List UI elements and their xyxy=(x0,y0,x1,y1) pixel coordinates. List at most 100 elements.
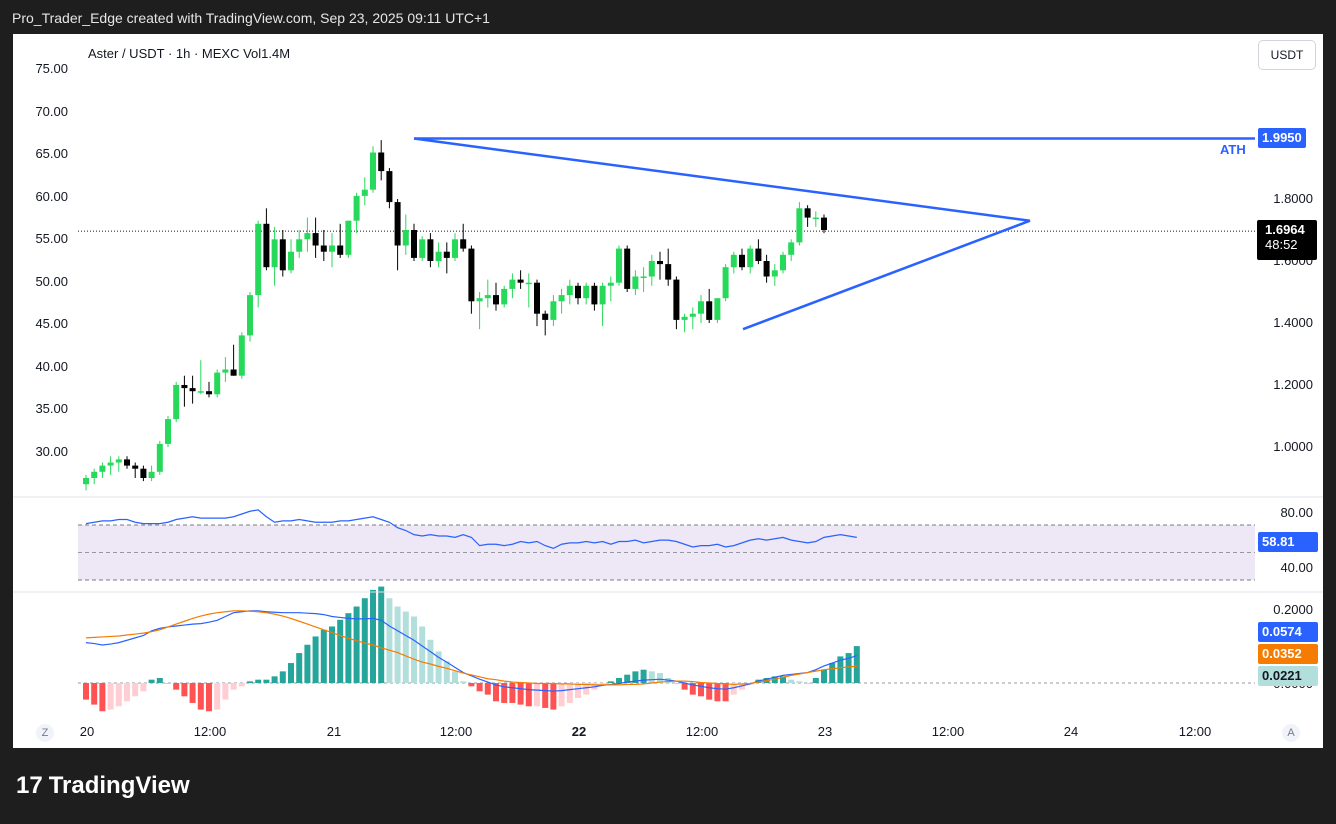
tradingview-wordmark: TradingView xyxy=(48,772,190,799)
macd-histogram-bar xyxy=(689,683,696,695)
candle-body xyxy=(534,282,540,314)
candle-body xyxy=(689,313,696,317)
time-axis-tick: 22 xyxy=(571,724,587,739)
macd-histogram-bar xyxy=(296,653,303,683)
candle-body xyxy=(542,313,549,320)
macd-histogram-bar xyxy=(189,683,196,703)
macd-histogram-bar xyxy=(320,629,327,683)
macd-histogram-bar xyxy=(648,671,655,683)
candle-body xyxy=(156,443,163,472)
macd-histogram-bar xyxy=(845,653,852,683)
candle-body xyxy=(337,245,344,255)
macd-histogram-bar xyxy=(337,619,344,683)
macd-histogram-bar xyxy=(468,683,475,687)
candle-body xyxy=(279,239,286,271)
macd-histogram-bar xyxy=(509,683,516,703)
candle-body xyxy=(730,254,737,268)
candle-body xyxy=(222,369,229,373)
zoom-reset-button[interactable]: Z xyxy=(36,724,54,742)
macd-axis-tick: 0.2000 xyxy=(1273,602,1313,617)
candle-body xyxy=(140,468,147,478)
auto-scale-button[interactable]: A xyxy=(1282,724,1300,742)
macd-histogram-bar xyxy=(148,679,155,683)
candle-body xyxy=(411,230,417,258)
macd-histogram-bar xyxy=(698,683,704,697)
candle-body xyxy=(247,295,253,336)
candle-body xyxy=(443,251,450,258)
macd-histogram-bar xyxy=(271,676,278,683)
candle-body xyxy=(124,459,130,466)
candle-body xyxy=(722,267,729,299)
currency-button[interactable]: USDT xyxy=(1258,40,1316,70)
macd-histogram-bar xyxy=(173,683,180,690)
macd-histogram-bar xyxy=(353,606,360,683)
candle-body xyxy=(329,245,335,252)
time-axis-tick: 20 xyxy=(79,724,95,739)
macd-histogram-bar xyxy=(91,683,98,705)
macd-histogram-bar xyxy=(673,683,680,684)
candle-body xyxy=(788,242,795,255)
time-axis-tick: 12:00 xyxy=(439,724,473,739)
candle-body xyxy=(517,279,524,283)
macd-histogram-bar xyxy=(829,663,836,683)
candle-body xyxy=(616,248,622,283)
candle-body xyxy=(468,248,475,302)
macd-histogram-bar xyxy=(132,683,139,697)
candle-body xyxy=(386,171,393,203)
macd-histogram-bar xyxy=(566,683,573,703)
candle-body xyxy=(755,248,762,261)
macd-histogram-bar xyxy=(345,613,352,683)
candle-body xyxy=(484,295,491,299)
macd-histogram-bar xyxy=(714,683,721,702)
candle-body xyxy=(452,239,458,258)
descending-trendline xyxy=(413,137,1031,222)
macd-histogram-bar xyxy=(583,683,590,695)
candle-body xyxy=(665,264,672,280)
chart-area[interactable] xyxy=(13,34,1323,748)
last-price-badge: 1.6964 48:52 xyxy=(1257,220,1317,260)
macd-histogram-bar xyxy=(255,679,262,683)
candle-body xyxy=(591,285,598,305)
right-axis-tick: 1.0000 xyxy=(1273,439,1313,454)
macd-histogram-bar xyxy=(435,651,442,683)
candle-body xyxy=(320,245,327,252)
candle-body xyxy=(509,279,516,289)
time-axis-tick: 24 xyxy=(1063,724,1079,739)
candle-body xyxy=(821,217,827,230)
candle-body xyxy=(525,282,532,285)
candle-body xyxy=(91,471,98,478)
left-axis-tick: 35.00 xyxy=(35,401,68,416)
macd-histogram-bar xyxy=(476,683,483,692)
candle-body xyxy=(427,239,434,261)
candle-body xyxy=(378,152,385,172)
time-axis-tick: 12:00 xyxy=(685,724,719,739)
macd-histogram-bar xyxy=(361,598,368,683)
macd-histogram-bar xyxy=(443,661,450,683)
candle-body xyxy=(263,223,270,268)
macd-line xyxy=(85,610,857,692)
candle-body xyxy=(796,208,803,243)
macd-histogram-bar xyxy=(780,676,786,683)
candle-body xyxy=(550,301,557,320)
rsi-axis-tick: 80.00 xyxy=(1280,505,1313,520)
candle-body xyxy=(115,459,122,463)
candle-body xyxy=(214,372,221,395)
macd-histogram-bar xyxy=(624,674,631,683)
macd-histogram-bar xyxy=(812,678,819,683)
candle-body xyxy=(476,298,483,302)
signal-line xyxy=(85,610,857,686)
last-price-value: 1.6964 xyxy=(1265,222,1305,237)
candle-body xyxy=(632,276,639,289)
macd-histogram-bar xyxy=(616,678,622,683)
macd-histogram-bar xyxy=(706,683,713,700)
ascending-trendline xyxy=(742,219,1031,331)
candle-body xyxy=(804,208,811,218)
macd-histogram-bar xyxy=(821,669,827,683)
candle-body xyxy=(238,335,245,376)
candle-body xyxy=(599,285,606,305)
candle-body xyxy=(698,301,704,314)
macd-histogram-bar xyxy=(206,683,212,712)
candle-body xyxy=(501,288,508,305)
candle-body xyxy=(271,239,278,268)
